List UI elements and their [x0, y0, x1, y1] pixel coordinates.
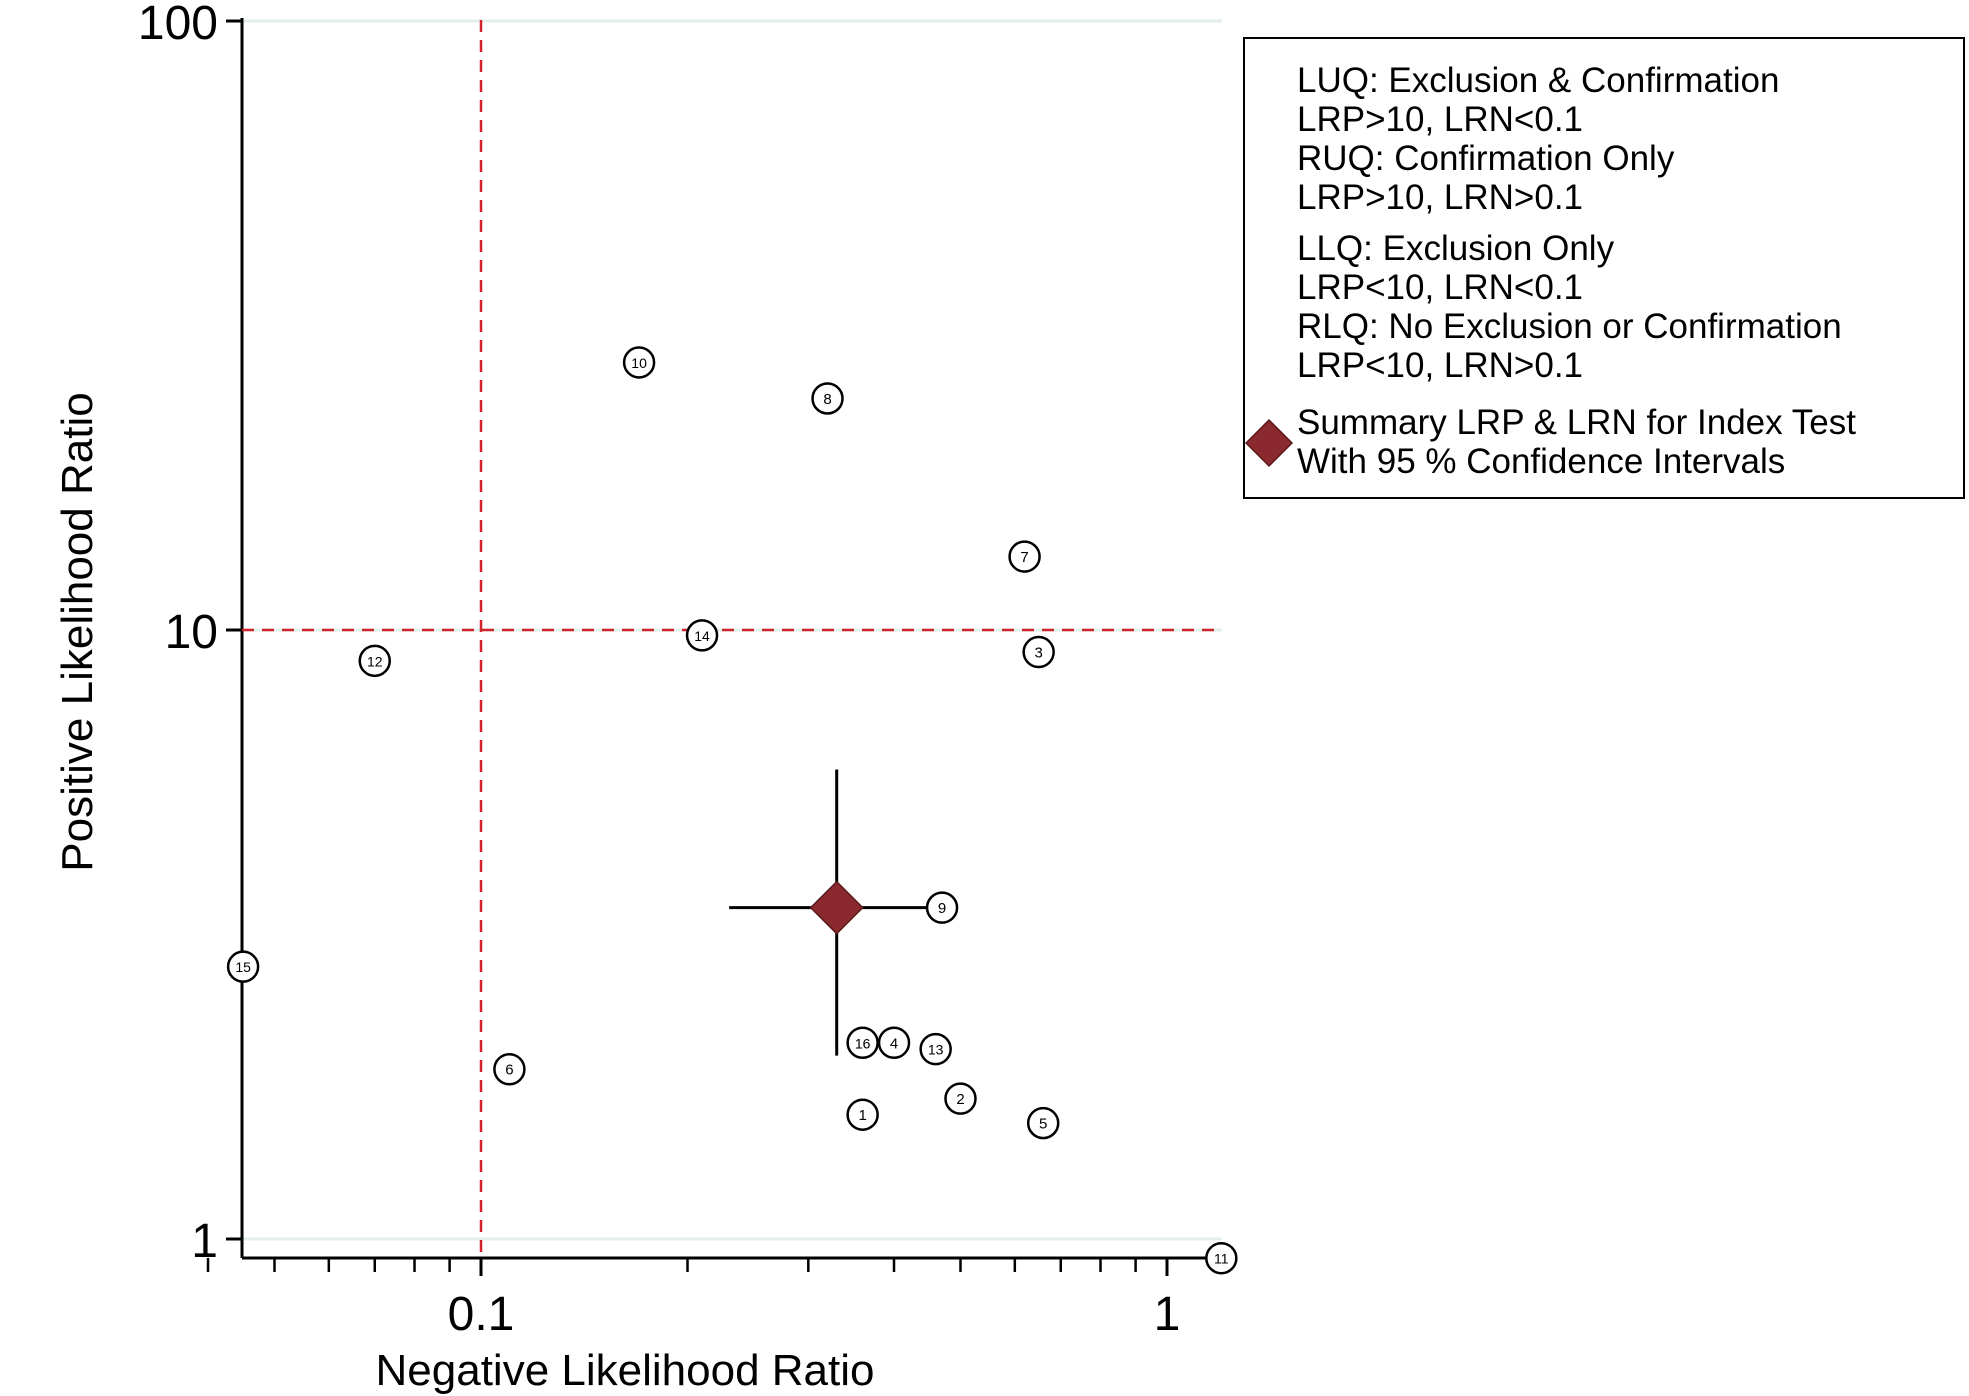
study-point-label: 14 — [694, 628, 710, 644]
legend-line: LRP>10, LRN>0.1 — [1297, 178, 1584, 217]
study-point-circle — [846, 1026, 879, 1060]
study-point: 4 — [877, 1026, 911, 1060]
study-point-label: 6 — [505, 1062, 513, 1079]
study-point-circle — [1008, 540, 1041, 573]
legend-quadrant-text: LUQ: Exclusion & Confirmation LRP>10, LR… — [1297, 61, 1779, 217]
legend-line: Summary LRP & LRN for Index Test — [1297, 403, 1856, 442]
summary-diamond — [809, 880, 864, 935]
y-tick-label: 1 — [191, 1215, 218, 1268]
legend-line: LLQ: Exclusion Only — [1297, 229, 1615, 268]
study-point-label: 10 — [631, 355, 647, 371]
y-ticks: 1 10 100 — [138, 0, 242, 1268]
study-point-label: 13 — [928, 1042, 944, 1058]
study-point-circle — [685, 619, 719, 652]
study-point-label: 15 — [235, 959, 251, 975]
study-point: 16 — [846, 1026, 879, 1060]
study-point-circle — [846, 1098, 879, 1131]
x-ticks: 0.1 1 — [206, 1258, 1181, 1341]
x-tick-label: 1 — [1154, 1288, 1181, 1341]
study-point: 3 — [1022, 635, 1055, 669]
study-point-circle — [358, 644, 391, 678]
legend-line: LRP<10, LRN<0.1 — [1297, 268, 1584, 307]
study-point-circle — [925, 891, 959, 924]
study-point: 14 — [685, 619, 719, 652]
study-point: 5 — [1026, 1106, 1060, 1140]
study-point-circle — [811, 382, 844, 415]
axes — [240, 18, 1222, 1260]
study-point-label: 3 — [1034, 645, 1042, 662]
legend-summary-text: Summary LRP & LRN for Index Test With 95… — [1297, 403, 1856, 481]
study-point-label: 12 — [367, 653, 383, 669]
study-point-circle — [919, 1032, 952, 1066]
study-point-label: 5 — [1039, 1116, 1047, 1133]
reference-lines — [242, 20, 1222, 1258]
study-point: 6 — [493, 1052, 526, 1086]
study-point-label: 11 — [1214, 1251, 1229, 1267]
legend-summary-diamond — [1245, 418, 1294, 468]
legend-line: RLQ: No Exclusion or Confirmation — [1297, 307, 1842, 346]
y-tick-label: 10 — [165, 606, 218, 659]
x-tick-label: 0.1 — [448, 1288, 515, 1341]
study-point: 1 — [846, 1098, 879, 1131]
legend-line: LRP<10, LRN>0.1 — [1297, 346, 1584, 385]
study-point-label: 8 — [823, 391, 831, 408]
study-point-circle — [1022, 635, 1055, 669]
study-point-circle — [1205, 1241, 1238, 1275]
legend-line: LUQ: Exclusion & Confirmation — [1297, 61, 1780, 100]
y-tick-label: 100 — [138, 0, 218, 50]
study-point-circle — [1026, 1106, 1060, 1140]
study-point-label: 7 — [1020, 549, 1028, 566]
summary-estimate — [729, 769, 943, 1056]
study-point-label: 9 — [938, 900, 946, 917]
study-point-circle — [226, 950, 260, 983]
study-point: 9 — [925, 891, 959, 924]
study-point: 15 — [226, 950, 260, 983]
study-point-label: 16 — [855, 1035, 871, 1051]
study-point: 2 — [944, 1082, 977, 1115]
study-point: 10 — [622, 346, 656, 379]
legend-quadrant-text-lower: LLQ: Exclusion Only LRP<10, LRN<0.1 RLQ:… — [1297, 229, 1842, 385]
study-point-label: 4 — [890, 1035, 898, 1052]
study-point-label: 2 — [956, 1091, 964, 1108]
study-point-circle — [622, 346, 656, 379]
legend-line: With 95 % Confidence Intervals — [1297, 442, 1786, 481]
study-point-label: 1 — [858, 1107, 866, 1124]
legend-line: LRP>10, LRN<0.1 — [1297, 100, 1584, 139]
study-point: 11 — [1205, 1241, 1238, 1275]
study-point-circle — [493, 1052, 526, 1086]
study-point: 7 — [1008, 540, 1041, 573]
y-axis-title: Positive Likelihood Ratio — [53, 392, 102, 871]
study-point-circle — [877, 1026, 911, 1060]
x-axis-title: Negative Likelihood Ratio — [376, 1346, 875, 1395]
legend-line: RUQ: Confirmation Only — [1297, 139, 1675, 178]
study-point: 8 — [811, 382, 844, 415]
study-point-circle — [944, 1082, 977, 1115]
study-point: 12 — [358, 644, 391, 678]
legend: LUQ: Exclusion & Confirmation LRP>10, LR… — [1243, 37, 1965, 499]
study-point: 13 — [919, 1032, 952, 1066]
